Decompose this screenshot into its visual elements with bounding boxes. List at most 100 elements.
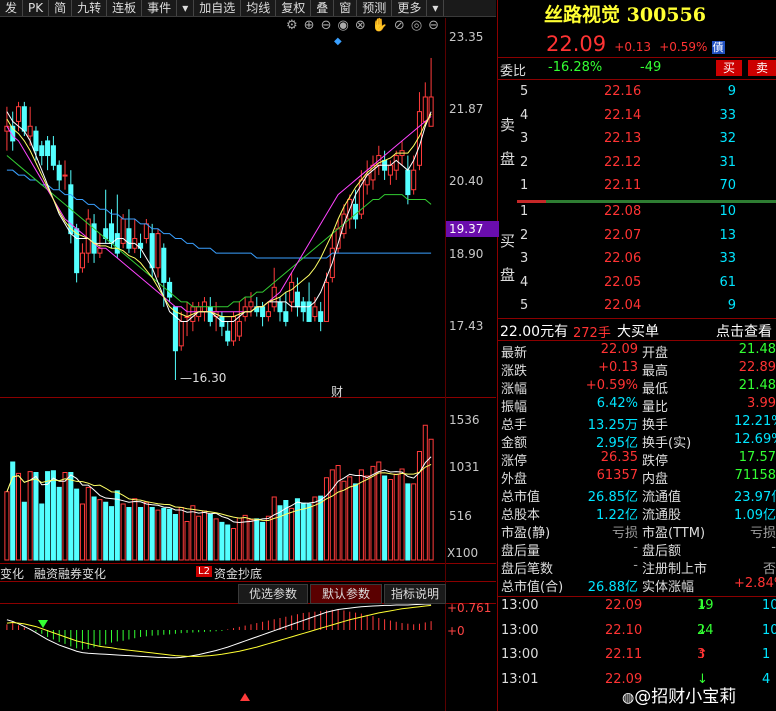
diamond-marker-icon: ◆ [334, 36, 342, 47]
crosshair-icon[interactable]: ⊗ [354, 18, 366, 33]
level: 4 [520, 274, 529, 290]
ask-row[interactable]: 1 22.11 70 [518, 178, 776, 201]
stat-label: 涨停 [501, 454, 528, 469]
volume-bar [143, 501, 149, 561]
volume-tick: 516 [449, 509, 472, 523]
toolbar-item[interactable]: 加自选 [194, 0, 242, 16]
brush-icon[interactable]: ⊘ [393, 18, 405, 33]
volume-ma-line [6, 463, 432, 522]
zoom-out-icon[interactable]: ⊖ [320, 18, 332, 33]
level: 2 [520, 227, 529, 243]
volume: 10 [719, 204, 736, 219]
stat-value: 21.48 [738, 378, 776, 393]
level: 3 [520, 131, 529, 146]
stat-label: 盘后额 [642, 544, 682, 559]
price-tick: 20.40 [449, 174, 484, 188]
candle-body [149, 233, 155, 269]
volume-bar [108, 506, 115, 561]
bond-badge: 債 [711, 41, 725, 54]
optimal-params-button[interactable]: 优选参数 [238, 584, 308, 604]
ask-row[interactable]: 2 22.12 31 [518, 155, 776, 178]
toolbar-item[interactable]: 均线 [241, 0, 277, 16]
ask-row[interactable]: 3 22.13 32 [518, 131, 776, 154]
sell-button[interactable]: 卖 [748, 60, 776, 76]
volume-bar [97, 499, 103, 561]
ma20-line [6, 155, 432, 308]
volume-bar [126, 507, 132, 561]
watermark: ◍@招财小宝莉 [622, 687, 737, 707]
price-tick: 21.87 [449, 102, 484, 116]
volume-bar [364, 475, 370, 561]
tab-capital-bottom[interactable]: 资金抄底 [214, 567, 263, 581]
toolbar-item[interactable]: 事件 [142, 0, 178, 16]
view-detail-link[interactable]: 点击查看 [716, 324, 772, 340]
volume-bar [399, 468, 405, 561]
close-icon[interactable]: ⊖ [428, 18, 440, 33]
stat-value: 亏损 [749, 526, 776, 541]
price: 22.16 [604, 84, 642, 99]
stat-label: 注册制上市 [642, 562, 708, 577]
price: 22.05 [604, 274, 642, 290]
stat-label: 最高 [642, 364, 669, 379]
ask-row[interactable]: 5 22.16 9 [518, 84, 776, 107]
zoom-in-icon[interactable]: ⊕ [303, 18, 315, 33]
eye-icon[interactable]: ◉ [337, 18, 349, 33]
ask-row[interactable]: 4 22.14 33 [518, 108, 776, 131]
toolbar-item[interactable]: ▾ [177, 0, 195, 16]
toolbar-item[interactable]: 连板 [107, 0, 143, 16]
default-params-button[interactable]: 默认参数 [310, 584, 382, 604]
volume-bar [172, 514, 178, 561]
settings-icon[interactable]: ⚙ [286, 18, 298, 33]
volume-bar [27, 471, 33, 561]
toolbar-item[interactable]: 预测 [357, 0, 393, 16]
stat-label: 量比 [642, 400, 669, 415]
target-icon[interactable]: ◎ [410, 18, 423, 33]
toolbar-item[interactable]: 复权 [276, 0, 312, 16]
stat-value: 61357 [596, 468, 638, 483]
volume-bar [405, 483, 411, 561]
stat-label: 盘后量 [501, 544, 541, 559]
tab-indicator-change[interactable]: 变化 [0, 567, 25, 581]
volume-bar [341, 480, 347, 561]
toolbar-item[interactable]: 更多 [392, 0, 428, 16]
finance-marker[interactable]: 财 [331, 385, 344, 399]
bid-row[interactable]: 4 22.05 61 [518, 275, 776, 298]
stat-label: 跌停 [642, 454, 669, 469]
volume-bar [416, 451, 423, 561]
stat-label: 振幅 [501, 400, 528, 415]
tab-margin-trading[interactable]: 融资融券变化 [34, 567, 107, 581]
price-tick: 18.90 [449, 247, 484, 261]
bid-row[interactable]: 3 22.06 33 [518, 251, 776, 274]
bid-row[interactable]: 2 22.07 13 [518, 228, 776, 251]
candle-body [39, 145, 45, 157]
ma-mid-line [6, 113, 432, 318]
current-price-tag: 19.37 [446, 221, 499, 237]
volume-bar [120, 503, 126, 561]
indicator-help-button[interactable]: 指标说明 [384, 584, 446, 604]
bid-row[interactable]: 5 22.04 9 [518, 298, 776, 321]
candle-body [45, 140, 51, 157]
candle-body [155, 233, 161, 269]
toolbar-item[interactable]: 九转 [72, 0, 108, 16]
toolbar-item[interactable]: 叠 [311, 0, 335, 16]
bid-row[interactable]: 1 22.08 10 [518, 204, 776, 227]
buy-button[interactable]: 买 [716, 60, 742, 76]
toolbar-item[interactable]: 简 [49, 0, 73, 16]
stat-label: 开盘 [642, 346, 669, 361]
kline-chart[interactable] [0, 18, 496, 711]
candle-body [56, 164, 62, 181]
stat-label: 换手 [642, 418, 669, 433]
stat-label: 总市值(合) [501, 580, 564, 595]
volume-bar [33, 472, 39, 561]
stat-value: 26.88亿 [587, 580, 638, 595]
volume-bar [318, 495, 324, 561]
toolbar-item[interactable]: PK [23, 0, 50, 16]
hand-icon[interactable]: ✋ [371, 18, 388, 33]
price-change: +0.13 [614, 40, 652, 54]
candle-body [126, 228, 132, 249]
toolbar-item[interactable]: ▾ [427, 0, 445, 16]
volume: 33 [719, 107, 736, 123]
volume-bar [45, 471, 51, 561]
toolbar-item[interactable]: 窗 [334, 0, 358, 16]
toolbar-item[interactable]: 发 [0, 0, 24, 16]
